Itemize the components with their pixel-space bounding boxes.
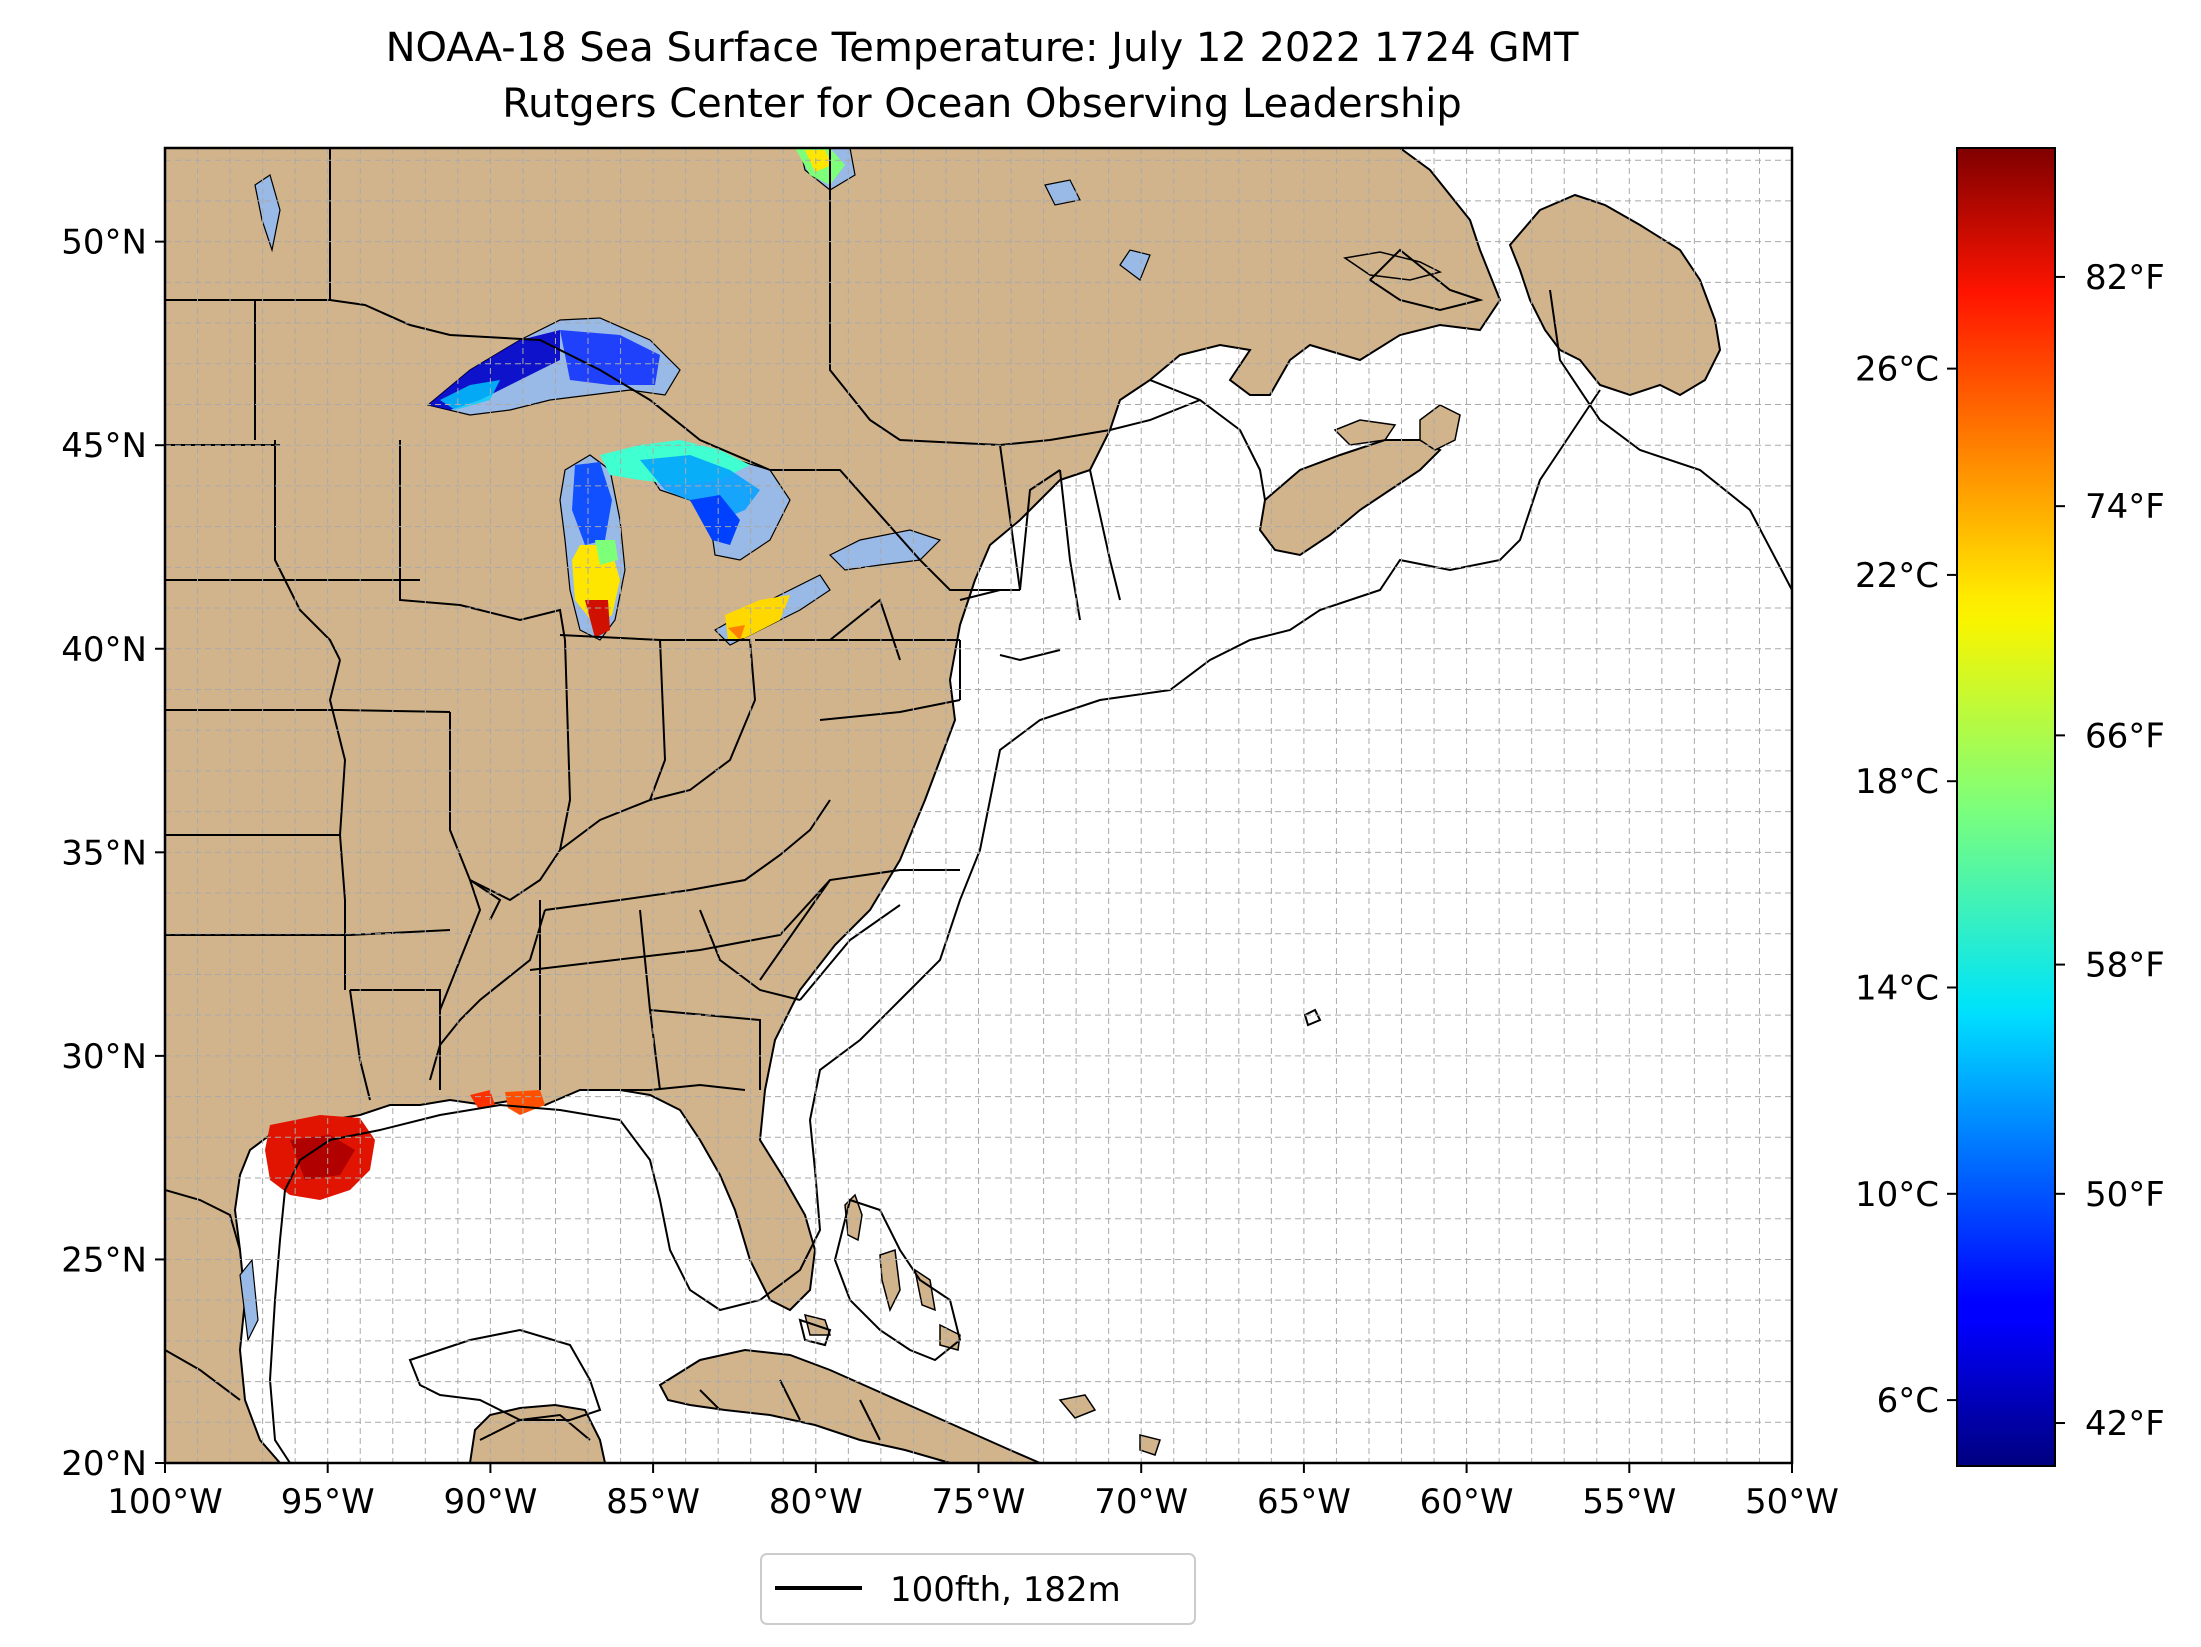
lake-winnipeg [254,174,281,253]
legend-label: 100fth, 182m [890,1570,1121,1610]
lat-tick-label: 30°N [61,1037,147,1077]
lat-tick-label: 50°N [61,223,147,263]
celsius-tick-label: 10°C [1855,1175,1939,1215]
colorbar-fahrenheit-axis: 42°F 50°F 58°F 66°F 74°F 82°F [2055,258,2165,1444]
fahrenheit-tick-label: 58°F [2085,946,2165,986]
map-panel: 20°N 25°N 30°N 35°N 40°N 45°N 50°N 100°W 95°W 90… [61,146,1839,1522]
celsius-tick-label: 18°C [1855,762,1939,802]
colorbar-celsius-axis: 6°C 10°C 14°C 18°C 22°C 26°C [1855,350,1957,1421]
colorbar: 6°C 10°C 14°C 18°C 22°C 26°C 42°F 50°F 58°F 66°F… [1855,147,2165,1467]
lon-tick-label: 90°W [443,1482,537,1522]
land-cuba [658,1348,1041,1463]
lon-tick-label: 60°W [1420,1482,1514,1522]
lake-ontario [828,529,942,571]
lat-tick-label: 40°N [61,630,147,670]
fahrenheit-tick-label: 82°F [2085,258,2165,298]
gridlines [165,148,1792,1463]
political-boundaries [165,148,1266,1441]
fahrenheit-tick-label: 42°F [2085,1404,2165,1444]
lon-tick-label: 70°W [1094,1482,1188,1522]
lon-tick-label: 50°W [1745,1482,1839,1522]
celsius-tick-label: 26°C [1855,350,1939,390]
lon-tick-label: 65°W [1257,1482,1351,1522]
latitude-axis: 20°N 25°N 30°N 35°N 40°N 45°N 50°N [61,223,165,1484]
land-cape-breton [1419,404,1461,451]
land-newfoundland [1508,193,1722,397]
lon-tick-label: 80°W [769,1482,863,1522]
isobath-100fth [268,248,1792,1463]
colorbar-gradient [1956,147,2056,1467]
celsius-tick-label: 14°C [1855,969,1939,1009]
lon-tick-label: 75°W [932,1482,1026,1522]
fahrenheit-tick-label: 74°F [2085,487,2165,527]
lon-tick-label: 85°W [606,1482,700,1522]
fahrenheit-tick-label: 50°F [2085,1175,2165,1215]
legend: 100fth, 182m [760,1553,1196,1625]
lon-tick-label: 95°W [281,1482,375,1522]
lat-tick-label: 45°N [61,426,147,466]
map-subtitle: Rutgers Center for Ocean Observing Leade… [502,81,1462,127]
lat-tick-label: 25°N [61,1240,147,1280]
longitude-axis: 100°W 95°W 90°W 85°W 80°W 75°W 70°W 65°W 60°W 55°… [107,1463,1839,1522]
celsius-tick-label: 6°C [1877,1381,1939,1421]
lat-tick-label: 35°N [61,833,147,873]
celsius-tick-label: 22°C [1855,556,1939,596]
lon-tick-label: 100°W [107,1482,223,1522]
lon-tick-label: 55°W [1582,1482,1676,1522]
legend-box [760,1553,1196,1625]
fahrenheit-tick-label: 66°F [2085,716,2165,756]
sst-overlay [265,148,845,1200]
land-pei [1333,419,1397,446]
map-title: NOAA-18 Sea Surface Temperature: July 12… [385,25,1579,71]
lat-tick-label: 20°N [61,1444,147,1484]
